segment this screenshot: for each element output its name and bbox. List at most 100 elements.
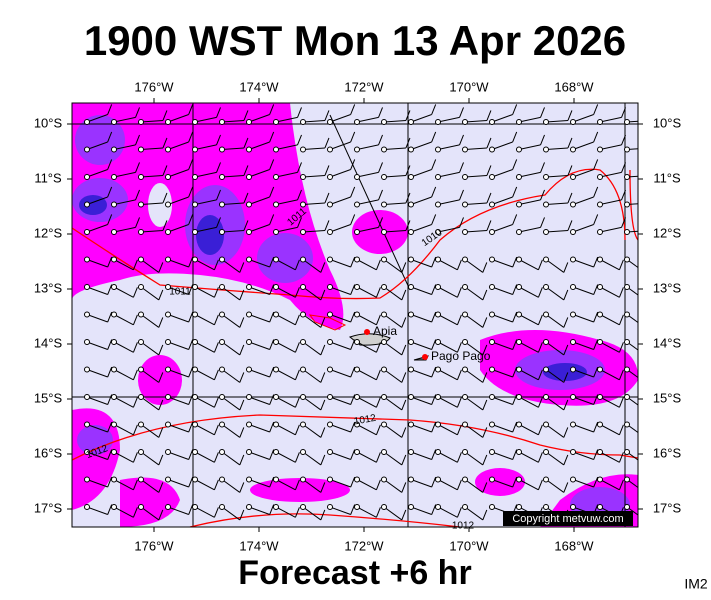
- barb-shaft: [410, 341, 432, 350]
- lon-label: 176°W: [134, 79, 174, 94]
- barb-shaft: [248, 114, 270, 123]
- lon-label: 168°W: [554, 79, 594, 94]
- lat-label: 15°S: [653, 390, 682, 405]
- barb-flag: [618, 452, 624, 463]
- barb-station: [489, 174, 495, 180]
- barb-shaft: [194, 116, 217, 123]
- barb-station: [381, 394, 387, 400]
- barb-station: [354, 119, 360, 125]
- barb-shaft: [356, 226, 379, 233]
- barb-flag: [375, 342, 381, 353]
- barb-station: [273, 229, 279, 235]
- barb-shaft: [518, 259, 539, 271]
- barb-station: [570, 229, 576, 235]
- barb-shaft: [464, 341, 484, 356]
- barb-station: [408, 449, 414, 455]
- barb-station: [543, 449, 549, 455]
- barb-station: [381, 229, 387, 235]
- barb-station: [192, 394, 198, 400]
- barb-station: [246, 394, 252, 400]
- barb-flag: [188, 394, 194, 405]
- barb-flag: [431, 504, 437, 515]
- barb-shaft: [275, 424, 296, 436]
- barb-shaft: [464, 119, 487, 123]
- barb-station: [300, 449, 306, 455]
- barb-station: [300, 394, 306, 400]
- barb-flag: [216, 217, 221, 228]
- barb-shaft: [410, 286, 432, 295]
- barb-station: [354, 504, 360, 510]
- barb-station: [516, 449, 522, 455]
- barb-station: [381, 339, 387, 345]
- barb-shaft: [302, 119, 325, 123]
- barb-shaft: [518, 286, 539, 298]
- barb-flag: [459, 162, 464, 173]
- barb-station: [246, 284, 252, 290]
- barb-flag: [567, 192, 573, 204]
- barb-station: [300, 421, 306, 428]
- barb-flag: [593, 284, 599, 295]
- barb-station: [84, 504, 90, 510]
- barb-station: [84, 421, 90, 428]
- barb-shaft: [302, 451, 322, 466]
- barb-station: [570, 311, 576, 318]
- barb-flag: [618, 424, 624, 436]
- barb-shaft: [140, 479, 160, 493]
- barb-station: [111, 311, 117, 318]
- barb-flag: [456, 452, 462, 463]
- barb-flag: [618, 287, 624, 298]
- lon-label: 174°W: [239, 538, 279, 553]
- barb-flag: [135, 189, 140, 201]
- barb-station: [570, 476, 576, 483]
- barb-shaft: [383, 174, 406, 178]
- barb-station: [300, 311, 306, 318]
- barb-flag: [645, 482, 649, 492]
- barb-station: [219, 394, 225, 400]
- barb-flag: [188, 339, 194, 350]
- barb-flag: [378, 107, 383, 118]
- barb-flag: [269, 214, 275, 225]
- barb-flag: [563, 399, 569, 411]
- barb-station: [300, 174, 306, 180]
- barb-shaft: [302, 202, 325, 205]
- barb-shaft: [86, 451, 108, 460]
- barb-flag: [188, 504, 194, 515]
- barb-station: [489, 311, 495, 318]
- barb-flag: [320, 372, 326, 383]
- barb-shaft: [140, 119, 163, 123]
- barb-station: [381, 284, 387, 290]
- barb-shaft: [410, 396, 432, 405]
- barb-flag: [645, 372, 649, 382]
- barb-station: [354, 421, 360, 428]
- barb-station: [435, 201, 441, 208]
- tick-labels: 176°W 176°W 174°W 174°W 172°W 172°W 170°W 170°W…: [34, 79, 682, 553]
- barb-flag: [401, 454, 407, 466]
- barb-shaft: [221, 147, 244, 150]
- barb-station: [111, 119, 117, 125]
- barb-shaft: [599, 479, 620, 491]
- barb-flag: [563, 289, 569, 301]
- barb-station: [435, 174, 441, 180]
- barb-station: [138, 504, 144, 510]
- barb-station: [435, 339, 441, 345]
- barb-station: [138, 201, 144, 208]
- barb-shaft: [167, 169, 189, 178]
- barb-station: [516, 476, 522, 483]
- barb-flag: [158, 289, 164, 301]
- barb-station: [84, 366, 90, 373]
- barb-shaft: [86, 369, 108, 378]
- barb-station: [408, 366, 414, 373]
- barb-flag: [537, 259, 543, 271]
- barb-flag: [132, 259, 138, 271]
- barb-station: [543, 146, 549, 153]
- barb-shaft: [329, 259, 351, 268]
- barb-flag: [482, 509, 488, 521]
- barb-shaft: [410, 141, 432, 150]
- barb-shaft: [167, 259, 189, 268]
- lat-label: 12°S: [653, 225, 682, 240]
- barb-station: [192, 256, 198, 263]
- barb-shaft: [329, 169, 351, 178]
- barb-station: [111, 394, 117, 400]
- lon-label: 172°W: [344, 79, 384, 94]
- barb-station: [462, 201, 468, 208]
